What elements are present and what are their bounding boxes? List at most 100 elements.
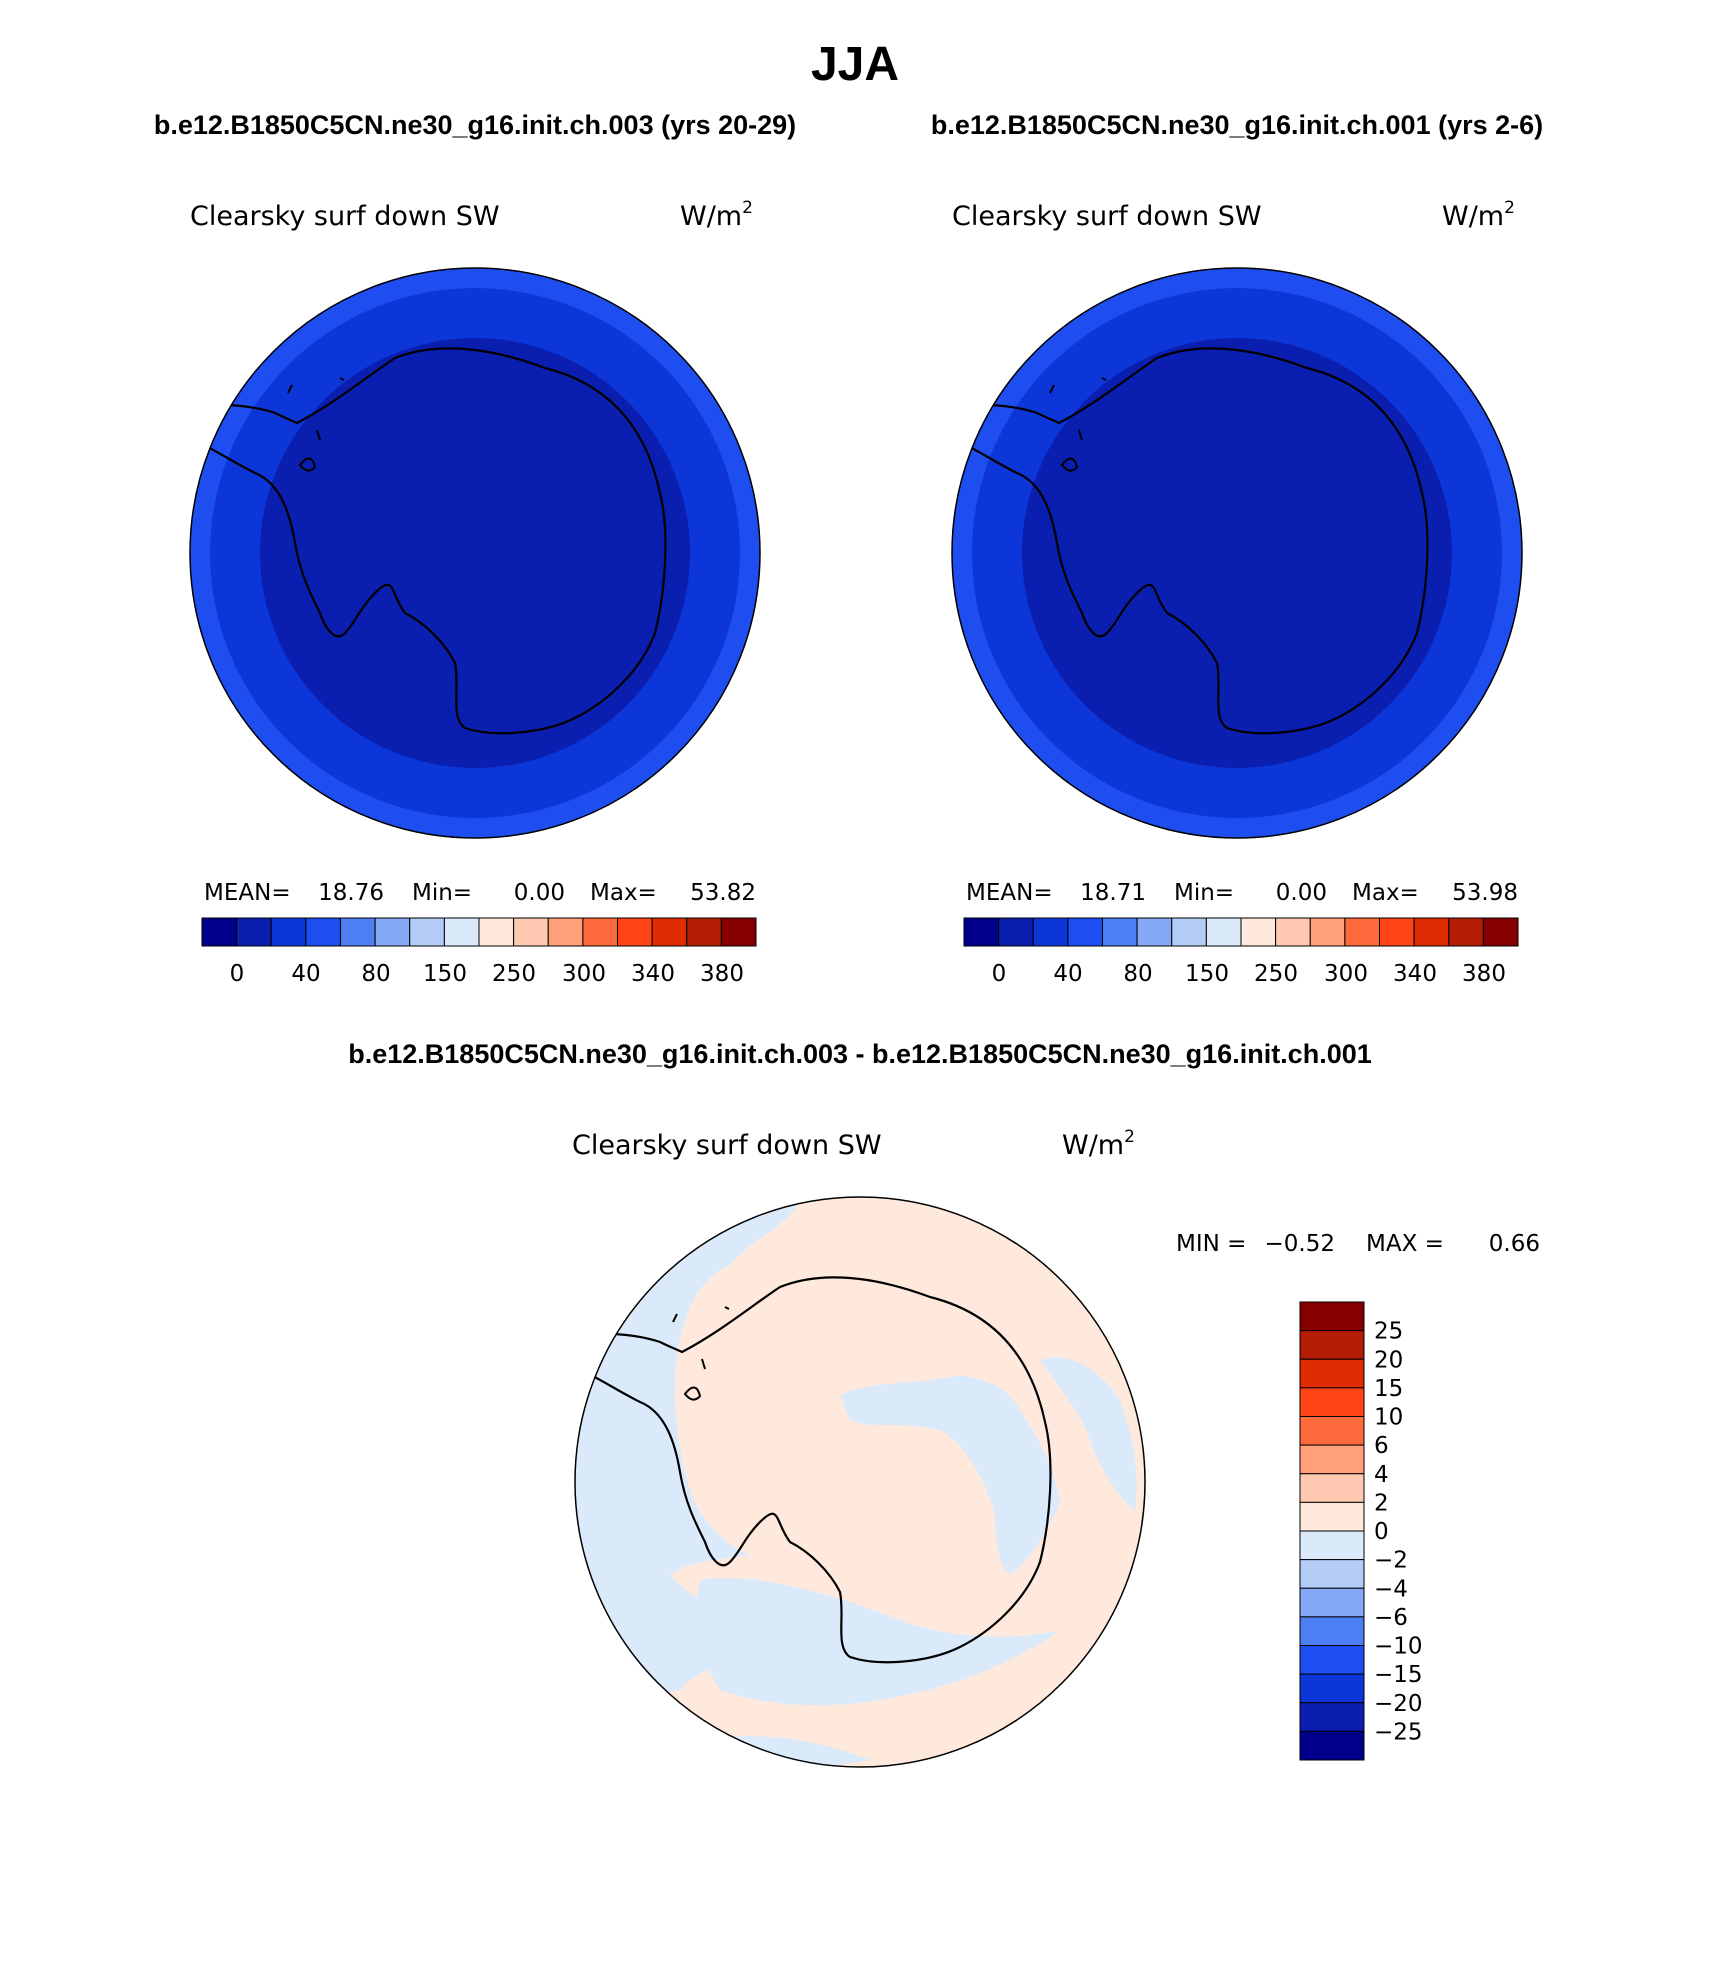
colorbar-swatch <box>720 917 757 947</box>
colorbar-swatch <box>1299 1616 1365 1646</box>
difference-peninsula-islands <box>672 1306 730 1401</box>
panel-left-mean-label: MEAN= <box>204 880 291 906</box>
panel-right-colorbar-label: 80 <box>1123 961 1152 987</box>
panel-right-colorbar-labels: 0 40 80 150 250 300 340 380 <box>992 961 1506 987</box>
colorbar-swatch <box>1299 1530 1365 1561</box>
colorbar-swatch <box>1413 917 1450 947</box>
panel-left-colorbar-label: 250 <box>492 961 536 987</box>
colorbar-swatch <box>582 917 618 947</box>
colorbar-swatch <box>1299 1559 1365 1589</box>
panel-left-colorbar-label: 340 <box>631 961 675 987</box>
panel-right: b.e12.B1850C5CN.ne30_g16.init.ch.001 (yr… <box>931 110 1543 987</box>
panel-right-max-value: 53.98 <box>1452 880 1518 906</box>
difference-colorbar-label: −2 <box>1374 1548 1408 1574</box>
difference-colorbar-label: 25 <box>1374 1319 1403 1345</box>
panel-left-colorbar <box>201 917 757 947</box>
difference-colorbar-label: 4 <box>1374 1462 1389 1488</box>
colorbar-swatch <box>1299 1501 1365 1532</box>
difference-negative-region <box>575 1197 1137 1767</box>
difference-colorbar-label: 10 <box>1374 1405 1403 1431</box>
colorbar-swatch <box>374 917 411 947</box>
colorbar-swatch <box>1299 1673 1365 1704</box>
panel-right-mean-label: MEAN= <box>966 880 1053 906</box>
colorbar-swatch <box>686 917 722 947</box>
panel-right-map <box>952 268 1522 838</box>
colorbar-swatch <box>1448 917 1484 947</box>
colorbar-swatch <box>1299 1358 1365 1389</box>
difference-colorbar-label: −25 <box>1374 1719 1423 1745</box>
panel-left-colorbar-label: 150 <box>423 961 467 987</box>
panel-left-peninsula-islands <box>287 377 345 472</box>
panel-left-units: W/m2 <box>680 198 753 232</box>
panel-left-mean-value: 18.76 <box>318 880 384 906</box>
difference-colorbar-label: −10 <box>1374 1634 1423 1660</box>
difference-title: b.e12.B1850C5CN.ne30_g16.init.ch.003 - b… <box>348 1039 1372 1069</box>
panel-left-inner-band <box>260 338 690 768</box>
panel-left-max-label: Max= <box>590 880 657 906</box>
colorbar-swatch <box>340 917 376 947</box>
panel-left-colorbar-label: 80 <box>361 961 390 987</box>
panel-right-case-title: b.e12.B1850C5CN.ne30_g16.init.ch.001 (yr… <box>931 110 1543 140</box>
colorbar-swatch <box>236 917 272 947</box>
colorbar-swatch <box>1299 1301 1365 1332</box>
colorbar-swatch <box>1299 1416 1365 1446</box>
panel-right-units: W/m2 <box>1442 198 1515 232</box>
panel-right-colorbar-label: 150 <box>1185 961 1229 987</box>
colorbar-swatch <box>1067 917 1103 947</box>
colorbar-swatch <box>1032 917 1069 947</box>
colorbar-swatch <box>1171 917 1207 947</box>
difference-colorbar-label: 6 <box>1374 1433 1389 1459</box>
panel-right-min-value: 0.00 <box>1276 880 1327 906</box>
colorbar-swatch <box>270 917 307 947</box>
panel-right-inner-band <box>1022 338 1452 768</box>
difference-max-label: MAX = <box>1366 1231 1444 1257</box>
panel-right-colorbar-label: 340 <box>1393 961 1437 987</box>
panel-left-colorbar-labels: 0 40 80 150 250 300 340 380 <box>230 961 744 987</box>
colorbar-swatch <box>305 917 341 947</box>
difference-map-border <box>574 1196 1146 1768</box>
colorbar-swatch <box>443 917 480 947</box>
panel-right-colorbar-label: 250 <box>1254 961 1298 987</box>
colorbar-swatch <box>1309 917 1346 947</box>
colorbar-swatch <box>1299 1473 1365 1503</box>
colorbar-swatch <box>1299 1645 1365 1675</box>
difference-variable: Clearsky surf down SW <box>572 1130 882 1161</box>
colorbar-swatch <box>547 917 584 947</box>
colorbar-swatch <box>1299 1387 1365 1417</box>
colorbar-swatch <box>1379 917 1415 947</box>
difference-min-value: −0.52 <box>1265 1231 1335 1257</box>
difference-colorbar-label: −15 <box>1374 1662 1423 1688</box>
panel-right-colorbar-label: 300 <box>1324 961 1368 987</box>
panel-right-colorbar <box>963 917 1519 947</box>
panel-left-variable: Clearsky surf down SW <box>190 201 500 232</box>
difference-units: W/m2 <box>1062 1127 1135 1161</box>
panel-right-peninsula-islands <box>1049 377 1107 472</box>
panel-left-map-border <box>189 267 761 839</box>
colorbar-swatch <box>1299 1587 1365 1618</box>
figure-title: JJA <box>811 38 899 91</box>
difference-colorbar-label: 20 <box>1374 1347 1403 1373</box>
difference-colorbar-label: −4 <box>1374 1576 1408 1602</box>
panel-left-colorbar-label: 380 <box>700 961 744 987</box>
colorbar-swatch <box>1205 917 1242 947</box>
colorbar-swatch <box>1299 1730 1365 1761</box>
panel-left-min-value: 0.00 <box>514 880 565 906</box>
colorbar-swatch <box>1240 917 1277 947</box>
colorbar-swatch <box>1102 917 1138 947</box>
difference-colorbar <box>1299 1301 1365 1761</box>
panel-left-max-value: 53.82 <box>690 880 756 906</box>
panel-right-mean-value: 18.71 <box>1080 880 1146 906</box>
difference-minmax: MIN = −0.52 MAX = 0.66 <box>1176 1231 1540 1257</box>
colorbar-swatch <box>1275 917 1311 947</box>
panel-right-stats: MEAN= 18.71 Min= 0.00 Max= 53.98 <box>966 880 1518 906</box>
colorbar-swatch <box>1299 1444 1365 1475</box>
difference-max-value: 0.66 <box>1489 1231 1540 1257</box>
panel-left-map <box>190 268 760 838</box>
colorbar-swatch <box>513 917 549 947</box>
panel-right-variable: Clearsky surf down SW <box>952 201 1262 232</box>
colorbar-swatch <box>1344 917 1380 947</box>
panel-left-colorbar-label: 40 <box>291 961 320 987</box>
colorbar-swatch <box>963 917 1000 947</box>
